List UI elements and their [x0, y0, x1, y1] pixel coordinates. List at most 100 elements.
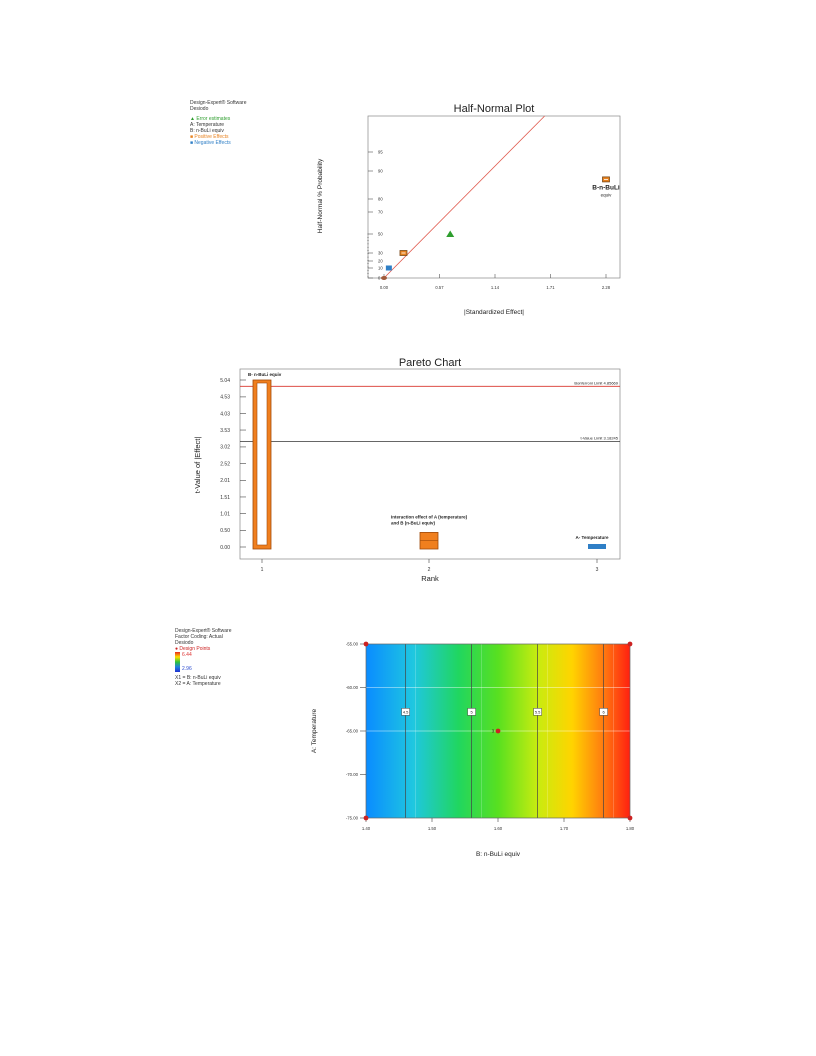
y-tick-label: 30	[378, 251, 383, 256]
y-tick-label: 4.03	[220, 411, 230, 417]
y-tick-label: 80	[378, 197, 383, 202]
design-point	[363, 815, 369, 821]
x-tick-label: 2.28	[602, 285, 611, 290]
contour-info-panel: Design-Expert® Software Factor Coding: A…	[175, 628, 231, 687]
contour-label: 5	[470, 710, 473, 715]
y-tick-label: 1.51	[220, 495, 230, 501]
y-tick-label: 3.53	[220, 428, 230, 434]
y-tick-label: 70	[378, 210, 383, 215]
contour-label: 6	[602, 710, 605, 715]
bonferroni-limit-label: Bonferroni Limit 4.85669	[574, 380, 618, 385]
y-tick-label: 0.50	[220, 528, 230, 534]
chart-title: Half-Normal Plot	[454, 103, 535, 115]
info-software: Design-Expert® Software	[190, 100, 247, 106]
info-negative-effects: ■ Negative Effects	[190, 140, 231, 146]
info-x1: X1 = B: n-BuLi equiv	[175, 675, 221, 681]
y-axis-label: A: Temperature	[311, 708, 318, 753]
y-ticks: 0.00 0.50 1.01 1.51 2.01 2.52 3.02 3.53 4.03 4.53…	[220, 378, 246, 551]
y-tick-label: 4.53	[220, 395, 230, 401]
range-low-label: 2.96	[182, 666, 192, 672]
bar-label: Interaction effect of A (temperature) and…	[391, 514, 468, 525]
info-error-estimates: ▲ Error estimates	[190, 116, 231, 122]
x-tick-label: 0.00	[380, 285, 389, 290]
y-tick-label: 20	[378, 259, 383, 264]
y-tick-label: -75.00	[346, 816, 359, 821]
x-tick-label: 1	[261, 567, 264, 573]
x-tick-label: 0.57	[435, 285, 444, 290]
x-tick-label: 1.70	[560, 826, 569, 831]
bar	[588, 544, 606, 549]
x-ticks: 1.40 1.50 1.60 1.70 1.80	[362, 818, 635, 831]
y-tick-label: 0.00	[220, 545, 230, 551]
range-gradient-swatch	[175, 652, 180, 672]
x-tick-label: 3	[596, 567, 599, 573]
x-tick-label: 1.50	[428, 826, 437, 831]
contour-label: 4.5	[403, 710, 409, 715]
design-point-label: 3	[492, 729, 495, 734]
y-tick-label: -65.00	[346, 729, 359, 734]
x-ticks: 0.00 0.57 1.14 1.71 2.28	[380, 274, 611, 290]
bar-label: A- Temperature	[576, 535, 609, 540]
x-tick-label: 1.40	[362, 826, 371, 831]
contour-label: 5.5	[535, 710, 541, 715]
bar-hollow-inner	[256, 382, 268, 546]
info-design-points: ● Design Points	[175, 646, 211, 652]
bar-label-line: and B (n-BuLi equiv)	[391, 520, 435, 525]
plot-frame	[367, 115, 621, 279]
contour-lines: 4.5 5 5.5 6	[401, 644, 608, 818]
contour-plot: 4.5 5 5.5 6 -55.00-60.00-65.00-70.00-75.00 …	[311, 641, 635, 858]
x-tick-label: 1.71	[546, 285, 555, 290]
x-tick-label: 1.80	[626, 826, 635, 831]
design-points: 3	[363, 641, 633, 821]
x-ticks: 1 2 3	[261, 559, 599, 573]
contour-label-box	[401, 708, 410, 716]
t-value-limit-label: t-Value Limit 3.18245	[580, 436, 618, 441]
contour-label-box	[467, 708, 476, 716]
pareto-chart: Pareto Chart t-Value of |Effect| Rank 0.…	[193, 357, 621, 583]
y-tick-label: 90	[378, 169, 383, 174]
y-tick-label: 95	[378, 150, 383, 155]
info-positive-effects: ■ Positive Effects	[190, 134, 229, 140]
bar-label: B- n-BuLi equiv	[248, 372, 282, 377]
y-tick-label: 2.52	[220, 461, 230, 467]
plot-frame	[239, 368, 621, 560]
info-response: Desiodo	[190, 106, 209, 112]
y-tick-label: 50	[378, 232, 383, 237]
design-point	[495, 728, 501, 734]
y-ticks: -55.00 -60.00 -65.00 -70.00 -75.00	[346, 642, 366, 821]
info-factor-a: A: Temperature	[190, 122, 225, 128]
y-ticks: 0 10 20 30 50 70 80 90 95	[367, 150, 383, 281]
halfnormal-info-panel: Design-Expert® Software Desiodo ▲ Error …	[190, 100, 246, 146]
y-tick-label: 3.02	[220, 445, 230, 451]
info-coding: Factor Coding: Actual	[175, 634, 223, 640]
y-tick-label: 10	[378, 266, 383, 271]
x-tick-label: 1.60	[494, 826, 503, 831]
y-tick-label: -55.00	[346, 642, 359, 647]
error-estimate-point	[446, 230, 455, 237]
y-tick-label: 1.01	[220, 511, 230, 517]
negative-effect-point	[385, 265, 392, 271]
half-normal-plot: Half-Normal Plot Half-Normal % Probabili…	[317, 103, 621, 316]
design-point	[627, 641, 633, 647]
design-point	[627, 815, 633, 821]
x-tick-label: 2	[428, 567, 431, 573]
y-tick-label: 2.01	[220, 478, 230, 484]
error-estimate-point	[381, 276, 387, 280]
info-x2: X2 = A: Temperature	[175, 681, 221, 687]
y-tick-label: 5.04	[220, 378, 230, 384]
range-high-label: 6.44	[182, 652, 192, 658]
chart-title: Pareto Chart	[399, 357, 461, 369]
point-sublabel: equiv	[601, 192, 613, 197]
contour-label-box	[599, 708, 608, 716]
y-axis-label: t-Value of |Effect|	[193, 437, 202, 494]
y-tick-label: 0	[378, 276, 381, 281]
info-factor-b: B: n-BuLi equiv	[190, 128, 224, 134]
bar-label-line: Interaction effect of A (temperature)	[391, 514, 468, 519]
info-software: Design-Expert® Software	[175, 628, 232, 634]
y-tick-label: -70.00	[346, 772, 359, 777]
x-tick-label: 1.14	[491, 285, 500, 290]
design-point	[363, 641, 369, 647]
fit-line	[383, 115, 545, 279]
x-axis-label: |Standardized Effect|	[464, 309, 524, 316]
point-label: B-n-BuLi	[592, 184, 620, 191]
